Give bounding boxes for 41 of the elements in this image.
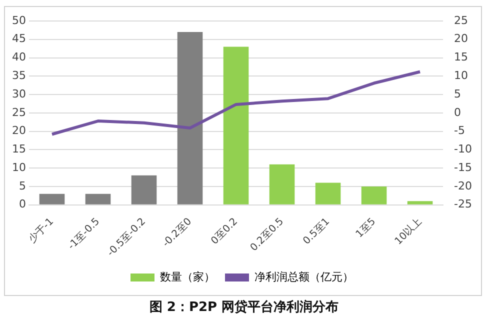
y2-tick-label: 20 [454, 32, 468, 46]
bar [407, 201, 433, 204]
text: 图 2：P2P 网贷平台净利润分布 [148, 298, 340, 316]
y-tick-label: 15 [12, 142, 26, 156]
bar [85, 194, 111, 204]
x-tick-label: 少于-1 [26, 216, 56, 246]
y2-tick-label: 5 [454, 87, 462, 100]
y2-tick-label: -25 [454, 198, 472, 211]
y-tick-label: 5 [18, 179, 26, 192]
y-tick-label: 45 [12, 32, 26, 46]
x-tick-label: -1至-0.5 [66, 216, 102, 252]
y-tick-label: 30 [12, 87, 26, 100]
bar [269, 164, 295, 204]
y2-tick-label: -10 [454, 142, 472, 156]
y-tick-label: 50 [12, 14, 26, 27]
y2-tick-label: 0 [454, 106, 462, 119]
y-tick-label: 0 [18, 198, 26, 211]
x-tick-label: 0.2至0.5 [248, 216, 286, 254]
y2-tick-label: 25 [454, 14, 468, 27]
bar [361, 186, 387, 204]
y-tick-label: 35 [12, 69, 26, 82]
y2-tick-label: 15 [454, 50, 468, 64]
bar [177, 32, 203, 204]
legend-label: 净利润总额（亿元） [254, 270, 354, 284]
bar [131, 175, 157, 204]
y-tick-label: 40 [12, 50, 26, 64]
x-tick-label: 0至0.2 [209, 216, 240, 247]
x-tick-label: 1至5 [354, 216, 378, 240]
x-tick-label: 10以上 [392, 216, 424, 248]
y-tick-label: 20 [12, 124, 26, 138]
y2-tick-label: -20 [454, 179, 472, 192]
y-tick-label: 10 [12, 160, 26, 174]
bar [39, 194, 65, 204]
bar [315, 182, 341, 204]
legend-label: 数量（家） [160, 270, 215, 284]
y2-tick-label: 10 [454, 69, 468, 82]
x-tick-label: 0.5至1 [301, 216, 332, 247]
y-tick-label: 25 [12, 106, 26, 119]
y2-tick-label: -15 [454, 160, 472, 174]
bar [223, 46, 249, 204]
y2-tick-label: -5 [454, 124, 466, 138]
